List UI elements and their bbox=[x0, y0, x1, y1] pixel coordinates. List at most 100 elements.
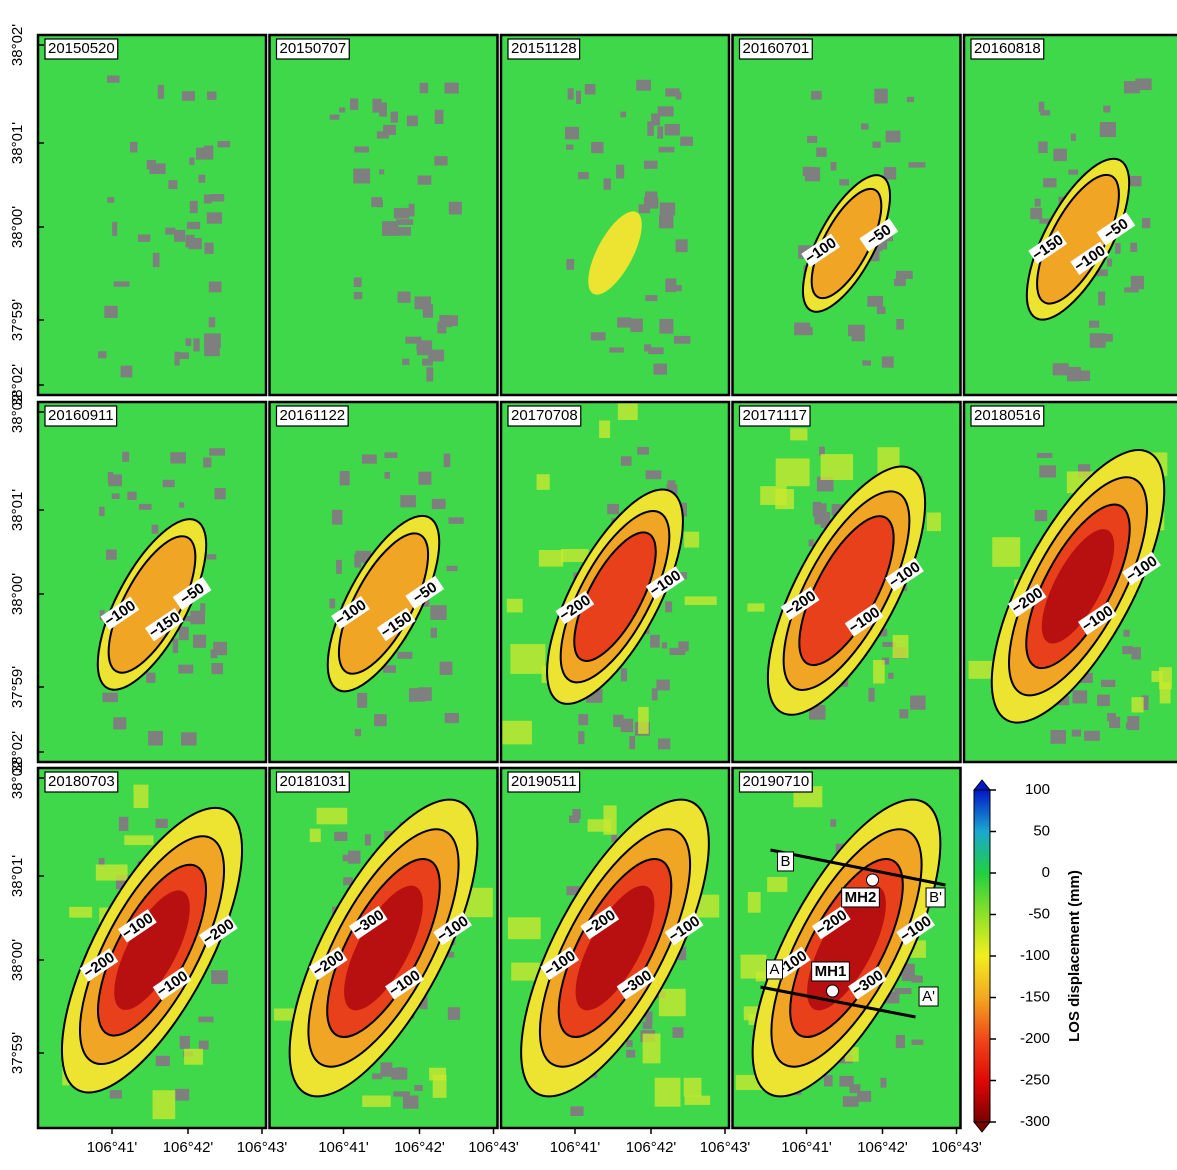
no-data-pixel bbox=[102, 693, 117, 702]
no-data-pixel bbox=[647, 121, 654, 135]
no-data-pixel bbox=[170, 452, 186, 463]
no-data-pixel bbox=[198, 175, 205, 183]
no-data-pixel bbox=[98, 351, 106, 358]
no-data-pixel bbox=[432, 499, 446, 509]
no-data-pixel bbox=[204, 243, 213, 254]
no-data-pixel bbox=[1038, 141, 1047, 153]
no-data-pixel bbox=[445, 83, 459, 94]
no-data-pixel bbox=[566, 145, 573, 150]
no-data-pixel bbox=[585, 84, 596, 95]
no-data-pixel bbox=[181, 732, 197, 745]
minor-patch bbox=[96, 864, 128, 880]
minor-patch bbox=[153, 1090, 176, 1119]
no-data-pixel bbox=[180, 1036, 190, 1049]
no-data-pixel bbox=[1131, 647, 1140, 659]
no-data-pixel bbox=[576, 91, 581, 104]
map-background bbox=[270, 35, 498, 395]
well-marker bbox=[867, 874, 879, 886]
minor-patch bbox=[776, 458, 810, 486]
no-data-pixel bbox=[209, 448, 225, 455]
no-data-pixel bbox=[426, 367, 433, 381]
no-data-pixel bbox=[165, 228, 175, 235]
y-tick-label: 38°00' bbox=[9, 573, 26, 615]
no-data-pixel bbox=[877, 306, 886, 314]
no-data-pixel bbox=[1072, 730, 1081, 737]
no-data-pixel bbox=[209, 282, 222, 293]
minor-patch bbox=[643, 1034, 661, 1064]
no-data-pixel bbox=[1067, 367, 1081, 381]
no-data-pixel bbox=[114, 281, 130, 286]
no-data-pixel bbox=[330, 599, 336, 609]
no-data-pixel bbox=[1103, 106, 1110, 113]
no-data-pixel bbox=[1039, 465, 1056, 477]
no-data-pixel bbox=[629, 736, 635, 749]
plot-area: 201505202015070720151128−50−10020160701−… bbox=[9, 24, 1177, 1156]
no-data-pixel bbox=[1089, 321, 1099, 328]
x-tick-label: 106°43' bbox=[468, 1139, 519, 1156]
no-data-pixel bbox=[158, 85, 164, 99]
no-data-pixel bbox=[676, 239, 688, 252]
no-data-pixel bbox=[107, 75, 119, 82]
panel-date: 20161122 bbox=[280, 407, 346, 424]
no-data-pixel bbox=[199, 1041, 209, 1050]
no-data-pixel bbox=[621, 719, 634, 732]
no-data-pixel bbox=[414, 1085, 422, 1091]
no-data-pixel bbox=[1071, 134, 1076, 141]
no-data-pixel bbox=[645, 295, 657, 301]
no-data-pixel bbox=[409, 204, 415, 217]
no-data-pixel bbox=[620, 112, 626, 118]
no-data-pixel bbox=[816, 148, 826, 157]
no-data-pixel bbox=[113, 717, 126, 729]
colorbar-cap bbox=[974, 1122, 990, 1132]
map-panel: −50−100−15020160911 bbox=[38, 402, 266, 762]
no-data-pixel bbox=[371, 197, 382, 207]
no-data-pixel bbox=[1080, 370, 1090, 381]
no-data-pixel bbox=[211, 970, 228, 984]
no-data-pixel bbox=[355, 729, 361, 736]
no-data-pixel bbox=[910, 696, 925, 710]
no-data-pixel bbox=[189, 238, 202, 249]
panel-date: 20181031 bbox=[280, 773, 347, 790]
no-data-pixel bbox=[430, 605, 446, 620]
no-data-pixel bbox=[912, 1040, 924, 1045]
no-data-pixel bbox=[178, 665, 193, 674]
no-data-pixel bbox=[156, 1056, 170, 1066]
no-data-pixel bbox=[174, 230, 185, 242]
no-data-pixel bbox=[665, 88, 679, 96]
minor-patch bbox=[684, 532, 699, 548]
no-data-pixel bbox=[152, 525, 159, 534]
no-data-pixel bbox=[434, 156, 447, 165]
no-data-pixel bbox=[110, 1090, 122, 1098]
no-data-pixel bbox=[645, 191, 657, 206]
no-data-pixel bbox=[186, 338, 192, 346]
no-data-pixel bbox=[380, 1062, 392, 1076]
map-panel: 20150520 bbox=[38, 35, 266, 395]
no-data-pixel bbox=[362, 454, 377, 463]
no-data-pixel bbox=[417, 340, 432, 355]
well-marker bbox=[827, 985, 839, 997]
colorbar-tick-label: -200 bbox=[1020, 1030, 1050, 1047]
no-data-pixel bbox=[394, 208, 409, 219]
no-data-pixel bbox=[445, 713, 459, 723]
x-tick-label: 106°42' bbox=[394, 1139, 445, 1156]
minor-patch bbox=[655, 1078, 681, 1107]
no-data-pixel bbox=[119, 817, 129, 831]
no-data-pixel bbox=[884, 167, 896, 180]
colorbar-label: LOS displacement (mm) bbox=[1066, 870, 1083, 1042]
no-data-pixel bbox=[578, 714, 588, 725]
no-data-pixel bbox=[377, 131, 389, 138]
no-data-pixel bbox=[658, 738, 670, 749]
no-data-pixel bbox=[353, 169, 370, 184]
no-data-pixel bbox=[437, 322, 446, 334]
minor-patch bbox=[508, 917, 541, 939]
y-tick-label: 38°02' bbox=[9, 391, 26, 433]
minor-patch bbox=[362, 1096, 391, 1107]
panel-date: 20160911 bbox=[48, 407, 114, 424]
no-data-pixel bbox=[415, 296, 431, 309]
no-data-pixel bbox=[861, 123, 869, 129]
panel-date: 20150707 bbox=[280, 40, 347, 57]
minor-patch bbox=[510, 644, 545, 674]
no-data-pixel bbox=[621, 456, 632, 465]
minor-patch bbox=[685, 596, 717, 605]
